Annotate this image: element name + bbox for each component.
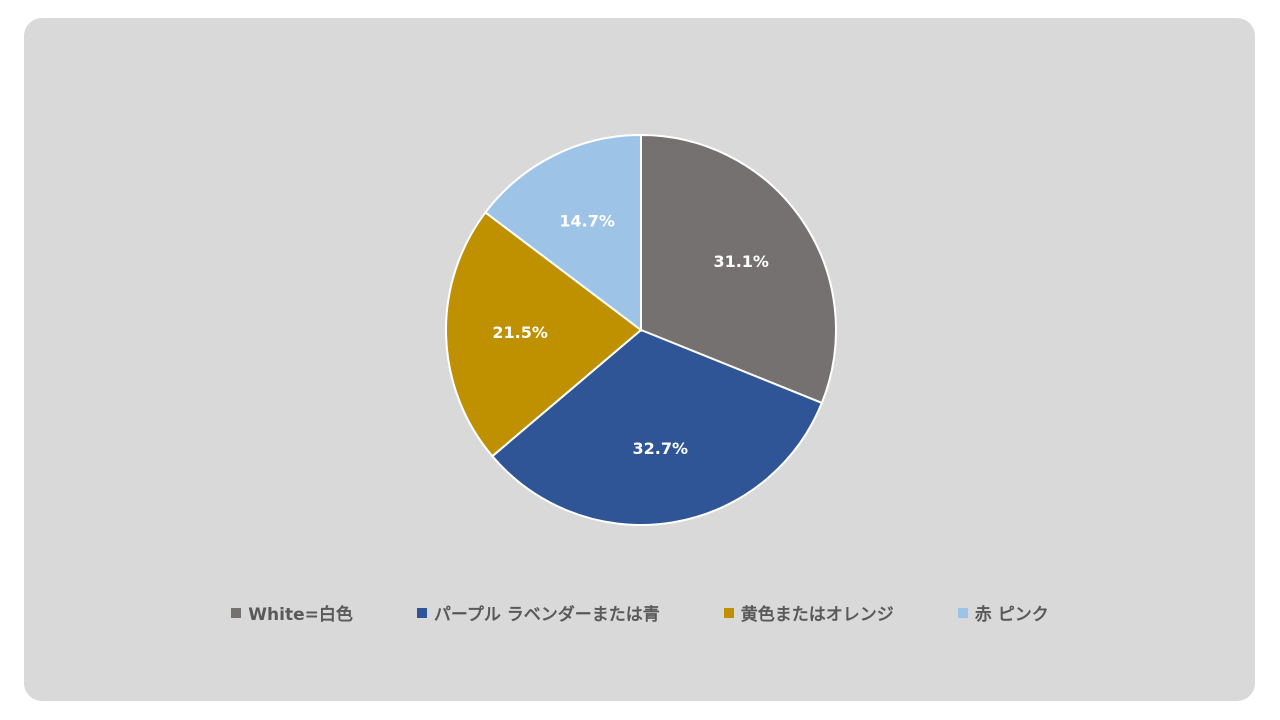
legend-item-red: 赤 ピンク [957,600,1049,625]
chart-legend: White=白色 パープル ラベンダーまたは青 黄色またはオレンジ 赤 ピンク [0,600,1280,625]
legend-label-red: 赤 ピンク [974,605,1049,625]
data-label-red: 14.7% [559,211,615,230]
legend-label-purple: パープル ラベンダーまたは青 [433,605,660,625]
data-label-white: 31.1% [713,252,769,271]
pie-slice-yellow [445,211,643,458]
pie-slice-red [484,133,642,333]
legend-swatch-white [231,607,242,618]
legend-swatch-yellow [723,607,734,618]
legend-swatch-red [957,607,968,618]
pie-slice-purple [490,328,824,526]
data-label-purple: 32.7% [633,439,689,458]
data-label-yellow: 21.5% [492,323,548,342]
legend-label-yellow: 黄色またはオレンジ [740,605,894,625]
legend-item-purple: パープル ラベンダーまたは青 [416,600,660,625]
pie-slice-white [640,133,837,405]
legend-label-white: White=白色 [248,605,353,625]
legend-item-yellow: 黄色またはオレンジ [723,600,894,625]
legend-item-white: White=白色 [231,600,353,625]
legend-swatch-purple [416,607,427,618]
